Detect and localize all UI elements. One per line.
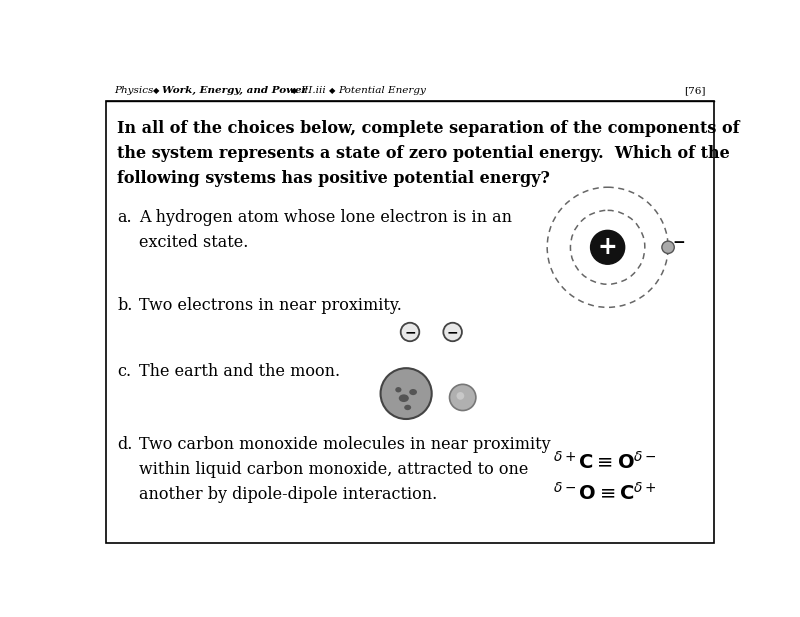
Text: ◆: ◆	[329, 86, 335, 96]
Text: A hydrogen atom whose lone electron is in an
excited state.: A hydrogen atom whose lone electron is i…	[138, 209, 512, 251]
Text: Two electrons in near proximity.: Two electrons in near proximity.	[138, 297, 402, 314]
Text: The earth and the moon.: The earth and the moon.	[138, 363, 340, 380]
Text: Two carbon monoxide molecules in near proximity
within liquid carbon monoxide, a: Two carbon monoxide molecules in near pr…	[138, 436, 550, 502]
Text: III.iii: III.iii	[300, 86, 326, 96]
Text: d.: d.	[117, 436, 133, 453]
Circle shape	[590, 230, 625, 264]
Circle shape	[443, 323, 462, 341]
Text: c.: c.	[117, 363, 131, 380]
Ellipse shape	[395, 387, 402, 392]
Text: a.: a.	[117, 209, 132, 226]
Text: b.: b.	[117, 297, 133, 314]
Text: Physics: Physics	[114, 86, 154, 96]
Text: +: +	[598, 235, 618, 259]
Text: [76]: [76]	[685, 86, 706, 96]
Text: −: −	[673, 235, 686, 250]
Ellipse shape	[404, 405, 411, 410]
Text: ◆: ◆	[291, 86, 298, 96]
Circle shape	[450, 384, 476, 410]
Ellipse shape	[410, 389, 417, 395]
Circle shape	[457, 392, 464, 400]
Circle shape	[401, 323, 419, 341]
Text: Work, Energy, and Power: Work, Energy, and Power	[162, 86, 307, 96]
Text: Potential Energy: Potential Energy	[338, 86, 426, 96]
Circle shape	[662, 241, 674, 254]
Text: In all of the choices below, complete separation of the components of
the system: In all of the choices below, complete se…	[117, 120, 739, 187]
Text: −: −	[447, 325, 458, 339]
Ellipse shape	[398, 394, 409, 402]
Text: ◆: ◆	[153, 86, 159, 96]
Text: −: −	[404, 325, 416, 339]
Text: $^{\delta +}\mathbf{C}{\equiv}\mathbf{O}^{\delta -}$: $^{\delta +}\mathbf{C}{\equiv}\mathbf{O}…	[554, 452, 658, 473]
Circle shape	[381, 368, 432, 419]
FancyBboxPatch shape	[106, 101, 714, 543]
Text: $^{\delta -}\mathbf{O}{\equiv}\mathbf{C}^{\delta +}$: $^{\delta -}\mathbf{O}{\equiv}\mathbf{C}…	[554, 482, 658, 504]
